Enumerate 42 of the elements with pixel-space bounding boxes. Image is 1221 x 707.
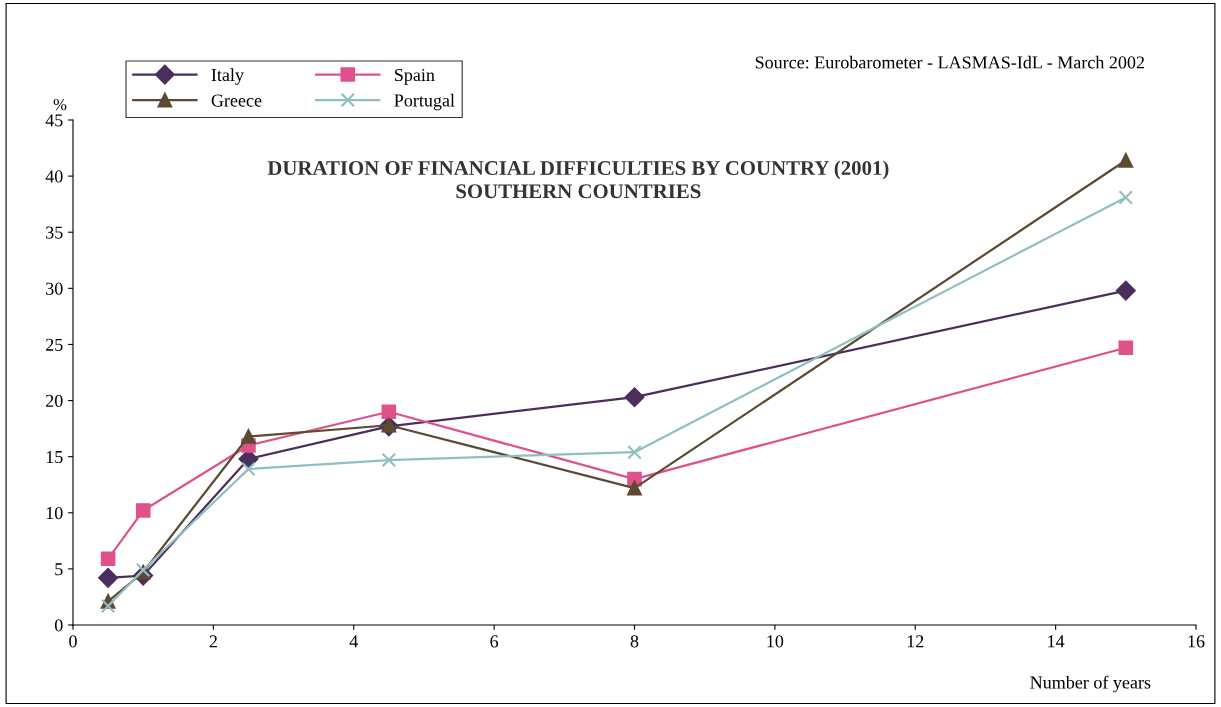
y-tick-label: 5: [55, 563, 63, 576]
x-tick-label: 0: [69, 635, 77, 648]
point: [241, 461, 256, 477]
x-tick-label: 14: [1048, 635, 1065, 648]
point: [627, 480, 642, 496]
source-note: Source: Eurobarometer - LASMAS-IdL - March 2002: [755, 55, 1145, 69]
x-axis-title: Number of years: [1030, 675, 1151, 693]
y-tick-label: 35: [46, 226, 63, 239]
point: [1118, 190, 1134, 205]
x-tick-label: 4: [349, 635, 358, 648]
point: [1118, 340, 1134, 356]
y-tick-label: 0: [54, 619, 63, 632]
point: [100, 598, 116, 614]
legend-label: Portugal: [394, 93, 455, 111]
point: [100, 551, 116, 567]
point: [381, 404, 397, 420]
y-tick-label: 20: [46, 394, 63, 407]
y-tick-label: 25: [46, 338, 63, 351]
legend-label: Italy: [211, 68, 244, 85]
y-axis-title: %: [53, 98, 67, 111]
point: [381, 452, 397, 468]
y-tick-label: 45: [45, 114, 63, 127]
point: [98, 567, 118, 588]
x-tick-label: 2: [209, 635, 217, 648]
y-tick-label: 40: [45, 170, 63, 183]
x-tick-label: 8: [630, 635, 639, 648]
legend-label: Greece: [211, 94, 262, 107]
y-tick-label: 15: [46, 451, 63, 464]
text: DURATION OF FINANCIAL DIFFICULTIES BY COUNTRY (2001) SOUTHERN COUNTRIES: [267, 160, 889, 199]
point: [241, 429, 256, 444]
legend-label: Spain: [395, 68, 435, 85]
point: [624, 387, 645, 408]
point: [627, 444, 642, 460]
x-tick-label: 12: [907, 635, 924, 648]
x-tick-label: 6: [490, 635, 499, 648]
y-tick-label: 10: [46, 507, 63, 520]
y-tick-label: 30: [46, 282, 63, 295]
x-tick-label: 10: [767, 635, 784, 648]
point: [1115, 280, 1136, 301]
x-tick-label: 16: [1188, 635, 1205, 648]
point: [1118, 153, 1134, 168]
point: [135, 503, 151, 518]
